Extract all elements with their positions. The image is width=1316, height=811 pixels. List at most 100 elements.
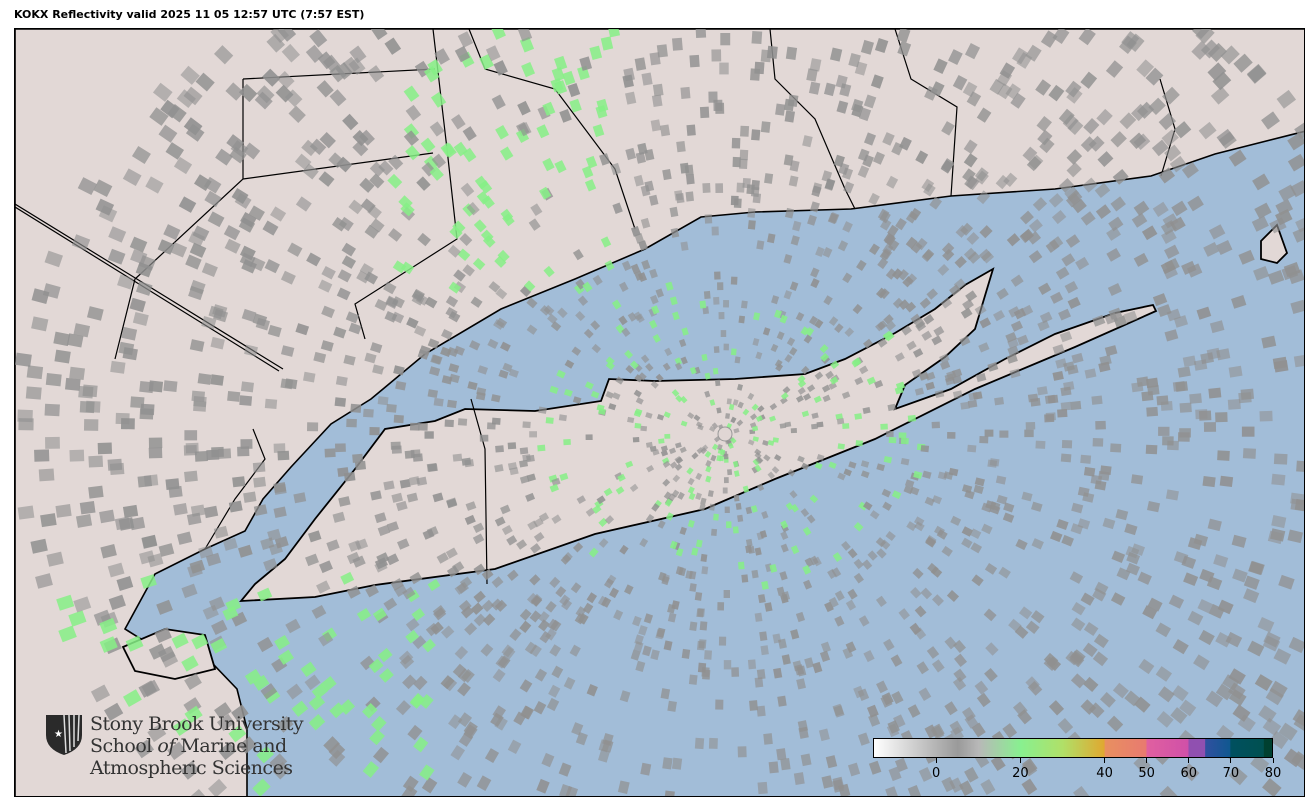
radar-echo-cell (495, 287, 508, 300)
radar-echo-cell (960, 222, 974, 236)
radar-echo-cell (1050, 291, 1064, 304)
radar-echo-cell (318, 632, 334, 647)
radar-echo-cell (547, 618, 559, 631)
radar-echo-cell (495, 125, 509, 140)
radar-echo-cell (1271, 514, 1287, 529)
radar-echo-cell (427, 463, 438, 472)
radar-echo-cell (241, 308, 257, 322)
radar-echo-cell (1071, 602, 1086, 616)
radar-echo-cell (334, 443, 346, 453)
radar-echo-cell (606, 574, 617, 586)
radar-echo-cell (750, 505, 758, 513)
radar-echo-cell (1265, 687, 1284, 706)
radar-echo-cell (1207, 62, 1227, 82)
radar-echo-cell (797, 387, 806, 395)
radar-echo-cell (148, 447, 163, 459)
radar-echo-cell (723, 300, 730, 308)
radar-echo-cell (1269, 680, 1288, 698)
radar-echo-cell (822, 394, 831, 403)
radar-echo-cell (1259, 410, 1273, 422)
radar-echo-cell (1038, 282, 1052, 295)
radar-echo-cell (942, 248, 955, 262)
radar-echo-cell (585, 155, 598, 169)
radar-echo-cell (163, 224, 181, 241)
radar-echo-cell (453, 269, 466, 282)
radar-echo-cell (798, 726, 809, 739)
radar-echo-cell (752, 458, 760, 466)
radar-echo-cell (693, 414, 701, 422)
radar-echo-cell (508, 368, 519, 378)
radar-echo-cell (617, 780, 630, 794)
radar-echo-cell (1115, 508, 1129, 521)
radar-echo-cell (1066, 149, 1083, 165)
radar-echo-cell (868, 713, 881, 727)
radar-echo-cell (15, 352, 32, 367)
radar-echo-cell (234, 192, 252, 209)
radar-echo-cell (618, 315, 628, 326)
radar-echo-cell (885, 531, 896, 542)
radar-echo-cell (348, 322, 362, 335)
radar-echo-cell (711, 528, 718, 536)
radar-echo-cell (929, 196, 943, 210)
radar-echo-cell (901, 325, 912, 336)
radar-echo-cell (700, 553, 708, 562)
radar-echo-cell (384, 310, 398, 323)
radar-echo-cell (950, 515, 962, 526)
radar-echo-cell (906, 340, 917, 351)
radar-echo-cell (713, 513, 719, 521)
radar-echo-cell (1145, 377, 1159, 389)
radar-echo-cell (429, 166, 444, 181)
radar-echo-cell (719, 62, 729, 75)
radar-echo-cell (854, 413, 863, 420)
radar-map[interactable] (14, 28, 1305, 797)
radar-echo-cell (513, 711, 527, 726)
radar-echo-cell (1092, 651, 1109, 667)
radar-echo-cell (369, 729, 385, 746)
radar-echo-cell (466, 201, 480, 216)
radar-echo-cell (795, 395, 804, 403)
radar-echo-cell (1164, 144, 1182, 162)
radar-echo-cell (288, 105, 306, 123)
radar-site-marker (717, 426, 733, 442)
radar-echo-cell (780, 757, 791, 771)
radar-echo-cell (1156, 711, 1174, 728)
radar-echo-cell (1095, 204, 1112, 220)
radar-echo-cell (750, 413, 758, 421)
radar-echo-cell (1073, 786, 1090, 796)
radar-echo-cell (679, 446, 687, 454)
radar-echo-cell (708, 91, 718, 103)
radar-echo-cell (984, 667, 998, 682)
radar-echo-cell (1084, 368, 1097, 379)
radar-echo-cell (1124, 690, 1141, 707)
radar-echo-cell (107, 562, 125, 578)
radar-echo-cell (469, 340, 481, 351)
radar-echo-cell (1158, 112, 1177, 131)
radar-echo-cell (785, 46, 798, 60)
radar-echo-cell (870, 74, 884, 89)
radar-echo-cell (500, 341, 511, 352)
radar-echo-cell (1227, 398, 1241, 410)
radar-echo-cell (570, 582, 582, 594)
radar-echo-cell (231, 704, 249, 722)
radar-echo-cell (372, 746, 390, 764)
radar-echo-cell (680, 356, 688, 365)
radar-echo-cell (702, 182, 711, 193)
radar-echo-cell (828, 461, 837, 469)
radar-echo-cell (554, 160, 567, 174)
radar-echo-cell (1293, 354, 1304, 368)
radar-echo-cell (841, 391, 851, 400)
radar-echo-cell (397, 538, 410, 550)
radar-echo-cell (891, 490, 902, 500)
radar-echo-cell (1177, 366, 1191, 378)
radar-echo-cell (695, 29, 707, 39)
radar-echo-cell (561, 598, 573, 611)
radar-echo-cell (685, 191, 694, 202)
radar-echo-cell (1254, 202, 1272, 219)
radar-echo-cell (945, 376, 955, 386)
radar-echo-cell (1048, 193, 1064, 208)
radar-echo-cell (592, 504, 602, 514)
radar-echo-cell (669, 540, 678, 550)
radar-echo-cell (448, 281, 462, 294)
radar-echo-cell (395, 700, 411, 716)
radar-echo-cell (206, 449, 220, 461)
